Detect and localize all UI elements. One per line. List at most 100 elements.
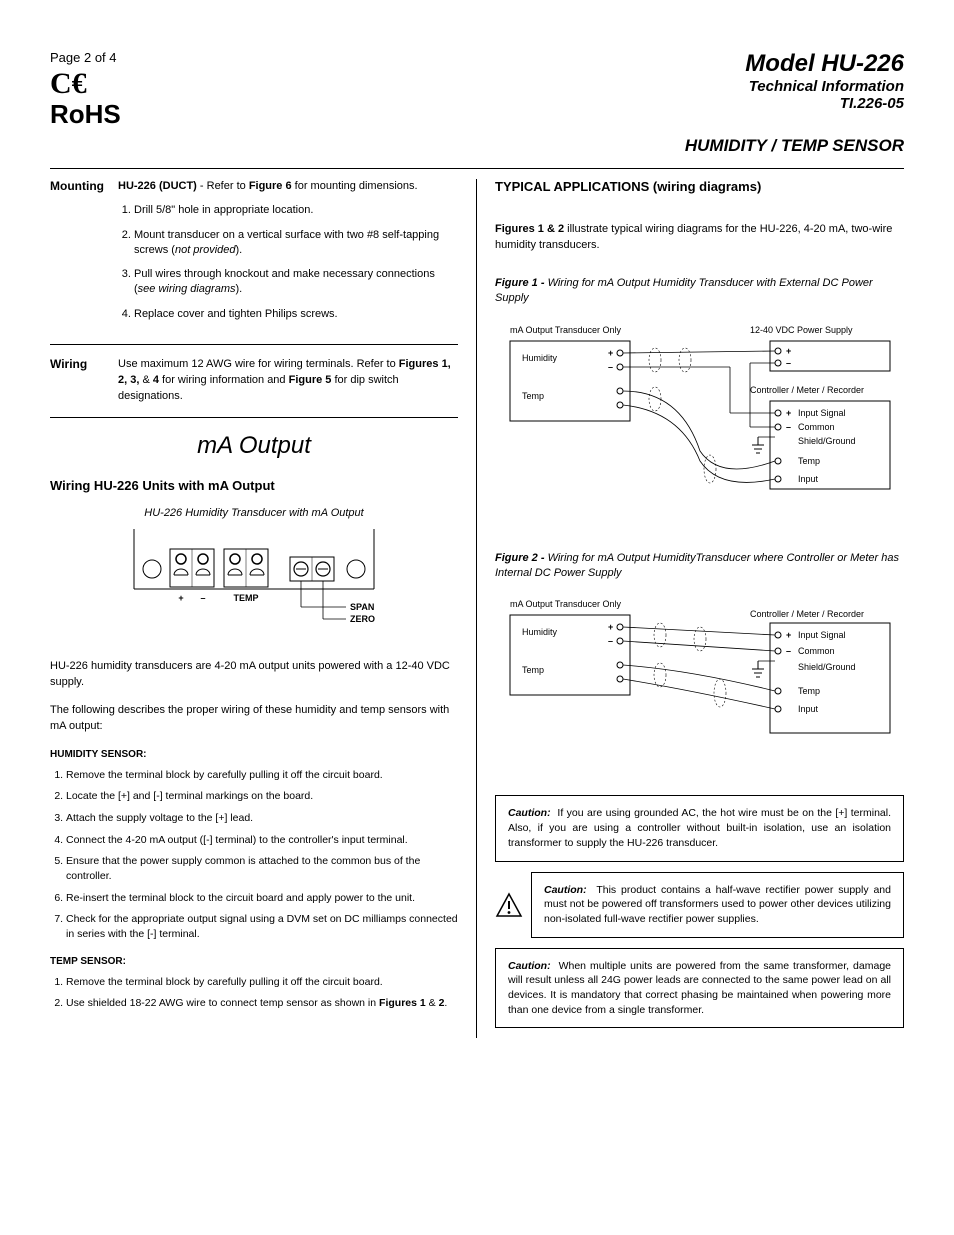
mounting-lead-a: - Refer to (197, 180, 249, 192)
caution2-row: Caution: This product contains a half-wa… (495, 872, 904, 938)
svg-text:Temp: Temp (522, 665, 544, 675)
svg-text:Temp: Temp (522, 391, 544, 401)
svg-text:–: – (786, 422, 791, 432)
svg-text:Controller / Meter / Recorder: Controller / Meter / Recorder (750, 609, 864, 619)
caution-label: Caution: (508, 960, 551, 972)
caution1: Caution: If you are using grounded AC, t… (495, 795, 904, 861)
caution-label: Caution: (508, 807, 551, 819)
warning-icon (495, 892, 523, 918)
header-left: Page 2 of 4 C€ RoHS (50, 50, 121, 130)
mounting-step: Drill 5/8" hole in appropriate location. (134, 203, 458, 218)
mounting-label: Mounting (50, 179, 118, 332)
mounting-section: Mounting HU-226 (DUCT) - Refer to Figure… (50, 179, 458, 332)
list-item: Remove the terminal block by carefully p… (66, 768, 458, 783)
temp-sensor-heading: TEMP SENSOR: (50, 956, 458, 967)
temp-steps: Remove the terminal block by carefully p… (50, 975, 458, 1011)
ma-output-title: mA Output (50, 432, 458, 460)
fig1-text: Wiring for mA Output Humidity Transducer… (495, 277, 873, 304)
mounting-steps: Drill 5/8" hole in appropriate location.… (118, 203, 458, 322)
page-header: Page 2 of 4 C€ RoHS Model HU-226 Technic… (50, 50, 904, 162)
svg-text:Shield/Ground: Shield/Ground (798, 662, 856, 672)
svg-text:Common: Common (798, 646, 835, 656)
fig2-caption: Figure 2 - Wiring for mA Output Humidity… (495, 551, 904, 582)
svg-text:Humidity: Humidity (522, 353, 558, 363)
svg-text:SPAN: SPAN (350, 602, 374, 612)
fig1-caption: Figure 1 - Wiring for mA Output Humidity… (495, 276, 904, 307)
svg-text:–: – (608, 636, 613, 646)
list-item: Check for the appropriate output signal … (66, 912, 458, 941)
mounting-step: Pull wires through knockout and make nec… (134, 267, 458, 297)
fig2-text: Wiring for mA Output HumidityTransducer … (495, 552, 899, 579)
apps-intro: Figures 1 & 2 illustrate typical wiring … (495, 222, 904, 254)
list-item: Use shielded 18-22 AWG wire to connect t… (66, 996, 458, 1011)
svg-text:Shield/Ground: Shield/Ground (798, 436, 856, 446)
svg-text:ZERO: ZERO (350, 614, 375, 624)
svg-text:+: + (178, 593, 183, 603)
svg-text:Temp: Temp (798, 686, 820, 696)
apps-intro-bold: Figures 1 & 2 (495, 223, 564, 235)
list-item: Re-insert the terminal block to the circ… (66, 891, 458, 906)
figure2-diagram: mA Output Transducer Only Humidity Temp … (500, 595, 900, 745)
svg-text:mA Output Transducer Only: mA Output Transducer Only (510, 599, 622, 609)
wiring-text-a: Use maximum 12 AWG wire for wiring termi… (118, 358, 399, 370)
svg-text:Input: Input (798, 704, 819, 714)
fig2-label: Figure 2 - (495, 552, 548, 564)
figure1-diagram: mA Output Transducer Only Humidity Temp … (500, 321, 900, 511)
ce-mark: C€ (50, 69, 121, 99)
list-item: Attach the supply voltage to the [+] lea… (66, 811, 458, 826)
typical-apps-heading: TYPICAL APPLICATIONS (wiring diagrams) (495, 179, 904, 194)
list-item: Connect the 4-20 mA output ([-] terminal… (66, 833, 458, 848)
fig1-label: Figure 1 - (495, 277, 548, 289)
svg-text:Humidity: Humidity (522, 627, 558, 637)
mounting-fig-ref: Figure 6 (249, 180, 292, 192)
right-column: TYPICAL APPLICATIONS (wiring diagrams) F… (477, 179, 904, 1038)
caution1-text: If you are using grounded AC, the hot wi… (508, 807, 891, 848)
terminal-diagram: + – TEMP SPAN ZERO (114, 529, 394, 639)
rohs-mark: RoHS (50, 99, 121, 130)
caution3: Caution: When multiple units are powered… (495, 948, 904, 1029)
svg-text:Input Signal: Input Signal (798, 630, 846, 640)
svg-text:TEMP: TEMP (233, 593, 258, 603)
left-column: Mounting HU-226 (DUCT) - Refer to Figure… (50, 179, 477, 1038)
two-column-layout: Mounting HU-226 (DUCT) - Refer to Figure… (50, 179, 904, 1038)
wiring-body: Use maximum 12 AWG wire for wiring termi… (118, 357, 458, 405)
ma-para2: The following describes the proper wirin… (50, 703, 458, 735)
svg-text:–: – (786, 646, 791, 656)
ma-para1: HU-226 humidity transducers are 4-20 mA … (50, 659, 458, 691)
caution-label: Caution: (544, 884, 587, 896)
doc-number: TI.226-05 (685, 95, 904, 112)
caution3-text: When multiple units are powered from the… (508, 960, 891, 1016)
wiring-amp: & (139, 374, 152, 386)
svg-text:Common: Common (798, 422, 835, 432)
tech-info: Technical Information (685, 78, 904, 95)
svg-text:+: + (786, 346, 791, 356)
mounting-body: HU-226 (DUCT) - Refer to Figure 6 for mo… (118, 179, 458, 332)
caution2-text: This product contains a half-wave rectif… (544, 884, 891, 925)
mounting-step: Replace cover and tighten Philips screws… (134, 307, 458, 322)
svg-text:–: – (786, 358, 791, 368)
svg-text:Input Signal: Input Signal (798, 408, 846, 418)
svg-text:Input: Input (798, 474, 819, 484)
svg-text:+: + (786, 408, 791, 418)
humidity-steps: Remove the terminal block by carefully p… (50, 768, 458, 942)
subtitle: HUMIDITY / TEMP SENSOR (685, 136, 904, 156)
mounting-step: Mount transducer on a vertical surface w… (134, 228, 458, 258)
svg-text:+: + (608, 622, 613, 632)
svg-text:mA Output Transducer Only: mA Output Transducer Only (510, 325, 622, 335)
wiring-hu226-heading: Wiring HU-226 Units with mA Output (50, 478, 458, 493)
humidity-sensor-heading: HUMIDITY SENSOR: (50, 749, 458, 760)
header-rule (50, 168, 904, 169)
wiring-label: Wiring (50, 357, 118, 405)
svg-text:+: + (608, 348, 613, 358)
section-rule (50, 344, 458, 345)
header-right: Model HU-226 Technical Information TI.22… (685, 50, 904, 162)
svg-text:Temp: Temp (798, 456, 820, 466)
list-item: Locate the [+] and [-] terminal markings… (66, 789, 458, 804)
svg-text:Controller / Meter / Recorder: Controller / Meter / Recorder (750, 385, 864, 395)
wiring-section: Wiring Use maximum 12 AWG wire for wirin… (50, 357, 458, 405)
svg-text:+: + (786, 630, 791, 640)
svg-text:–: – (200, 593, 205, 603)
list-item: Remove the terminal block by carefully p… (66, 975, 458, 990)
section-rule (50, 417, 458, 418)
wiring-text-b: for wiring information and (159, 374, 289, 386)
